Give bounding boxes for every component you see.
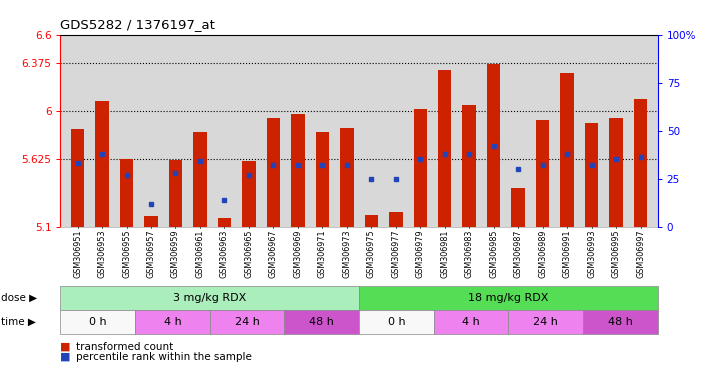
Bar — [508, 310, 583, 334]
Text: 4 h: 4 h — [462, 317, 480, 327]
Bar — [144, 216, 158, 227]
Text: GSM306957: GSM306957 — [146, 230, 156, 278]
Text: GSM306971: GSM306971 — [318, 230, 327, 278]
Text: GSM306981: GSM306981 — [440, 230, 449, 278]
Text: GSM306995: GSM306995 — [611, 230, 621, 278]
Text: GSM306985: GSM306985 — [489, 230, 498, 278]
Text: GSM306969: GSM306969 — [294, 230, 302, 278]
Text: GSM306987: GSM306987 — [513, 230, 523, 278]
Text: GSM306989: GSM306989 — [538, 230, 547, 278]
Text: GSM306953: GSM306953 — [97, 230, 107, 278]
Bar — [242, 161, 256, 227]
Text: GSM306973: GSM306973 — [342, 230, 351, 278]
Bar — [389, 212, 402, 227]
Bar — [267, 118, 280, 227]
Text: GSM306983: GSM306983 — [465, 230, 474, 278]
Bar — [210, 310, 284, 334]
Bar — [316, 132, 329, 227]
Bar — [511, 188, 525, 227]
Bar — [284, 310, 359, 334]
Bar — [60, 286, 359, 310]
Bar — [218, 218, 231, 227]
Bar — [536, 120, 550, 227]
Bar — [414, 109, 427, 227]
Text: GSM306991: GSM306991 — [562, 230, 572, 278]
Text: GSM306977: GSM306977 — [391, 230, 400, 278]
Text: GDS5282 / 1376197_at: GDS5282 / 1376197_at — [60, 18, 215, 31]
Text: GSM306965: GSM306965 — [245, 230, 253, 278]
Bar — [359, 286, 658, 310]
Text: GSM306997: GSM306997 — [636, 230, 645, 278]
Text: GSM306961: GSM306961 — [196, 230, 205, 278]
Bar — [71, 129, 85, 227]
Text: ■: ■ — [60, 352, 71, 362]
Bar — [193, 132, 207, 227]
Text: ■: ■ — [60, 342, 71, 352]
Text: GSM306975: GSM306975 — [367, 230, 376, 278]
Text: GSM306959: GSM306959 — [171, 230, 180, 278]
Bar — [365, 215, 378, 227]
Text: percentile rank within the sample: percentile rank within the sample — [76, 352, 252, 362]
Text: 48 h: 48 h — [309, 317, 334, 327]
Text: GSM306993: GSM306993 — [587, 230, 596, 278]
Text: GSM306979: GSM306979 — [416, 230, 424, 278]
Text: GSM306963: GSM306963 — [220, 230, 229, 278]
Bar — [585, 123, 599, 227]
Bar — [634, 99, 647, 227]
Bar — [135, 310, 210, 334]
Text: 18 mg/kg RDX: 18 mg/kg RDX — [468, 293, 549, 303]
Bar — [434, 310, 508, 334]
Bar — [95, 101, 109, 227]
Text: time ▶: time ▶ — [1, 317, 36, 327]
Text: GSM306955: GSM306955 — [122, 230, 131, 278]
Bar — [487, 64, 501, 227]
Bar — [560, 73, 574, 227]
Bar — [340, 128, 353, 227]
Text: 3 mg/kg RDX: 3 mg/kg RDX — [173, 293, 247, 303]
Bar — [169, 160, 182, 227]
Text: dose ▶: dose ▶ — [1, 293, 38, 303]
Bar — [438, 70, 451, 227]
Bar — [291, 114, 304, 227]
Bar — [359, 310, 434, 334]
Bar — [609, 118, 623, 227]
Bar — [583, 310, 658, 334]
Bar — [462, 105, 476, 227]
Text: 0 h: 0 h — [89, 317, 107, 327]
Bar — [60, 310, 135, 334]
Text: transformed count: transformed count — [76, 342, 173, 352]
Text: 0 h: 0 h — [387, 317, 405, 327]
Text: GSM306951: GSM306951 — [73, 230, 82, 278]
Text: 4 h: 4 h — [164, 317, 181, 327]
Text: GSM306967: GSM306967 — [269, 230, 278, 278]
Text: 24 h: 24 h — [235, 317, 260, 327]
Text: 24 h: 24 h — [533, 317, 558, 327]
Bar — [119, 159, 133, 227]
Text: 48 h: 48 h — [608, 317, 633, 327]
